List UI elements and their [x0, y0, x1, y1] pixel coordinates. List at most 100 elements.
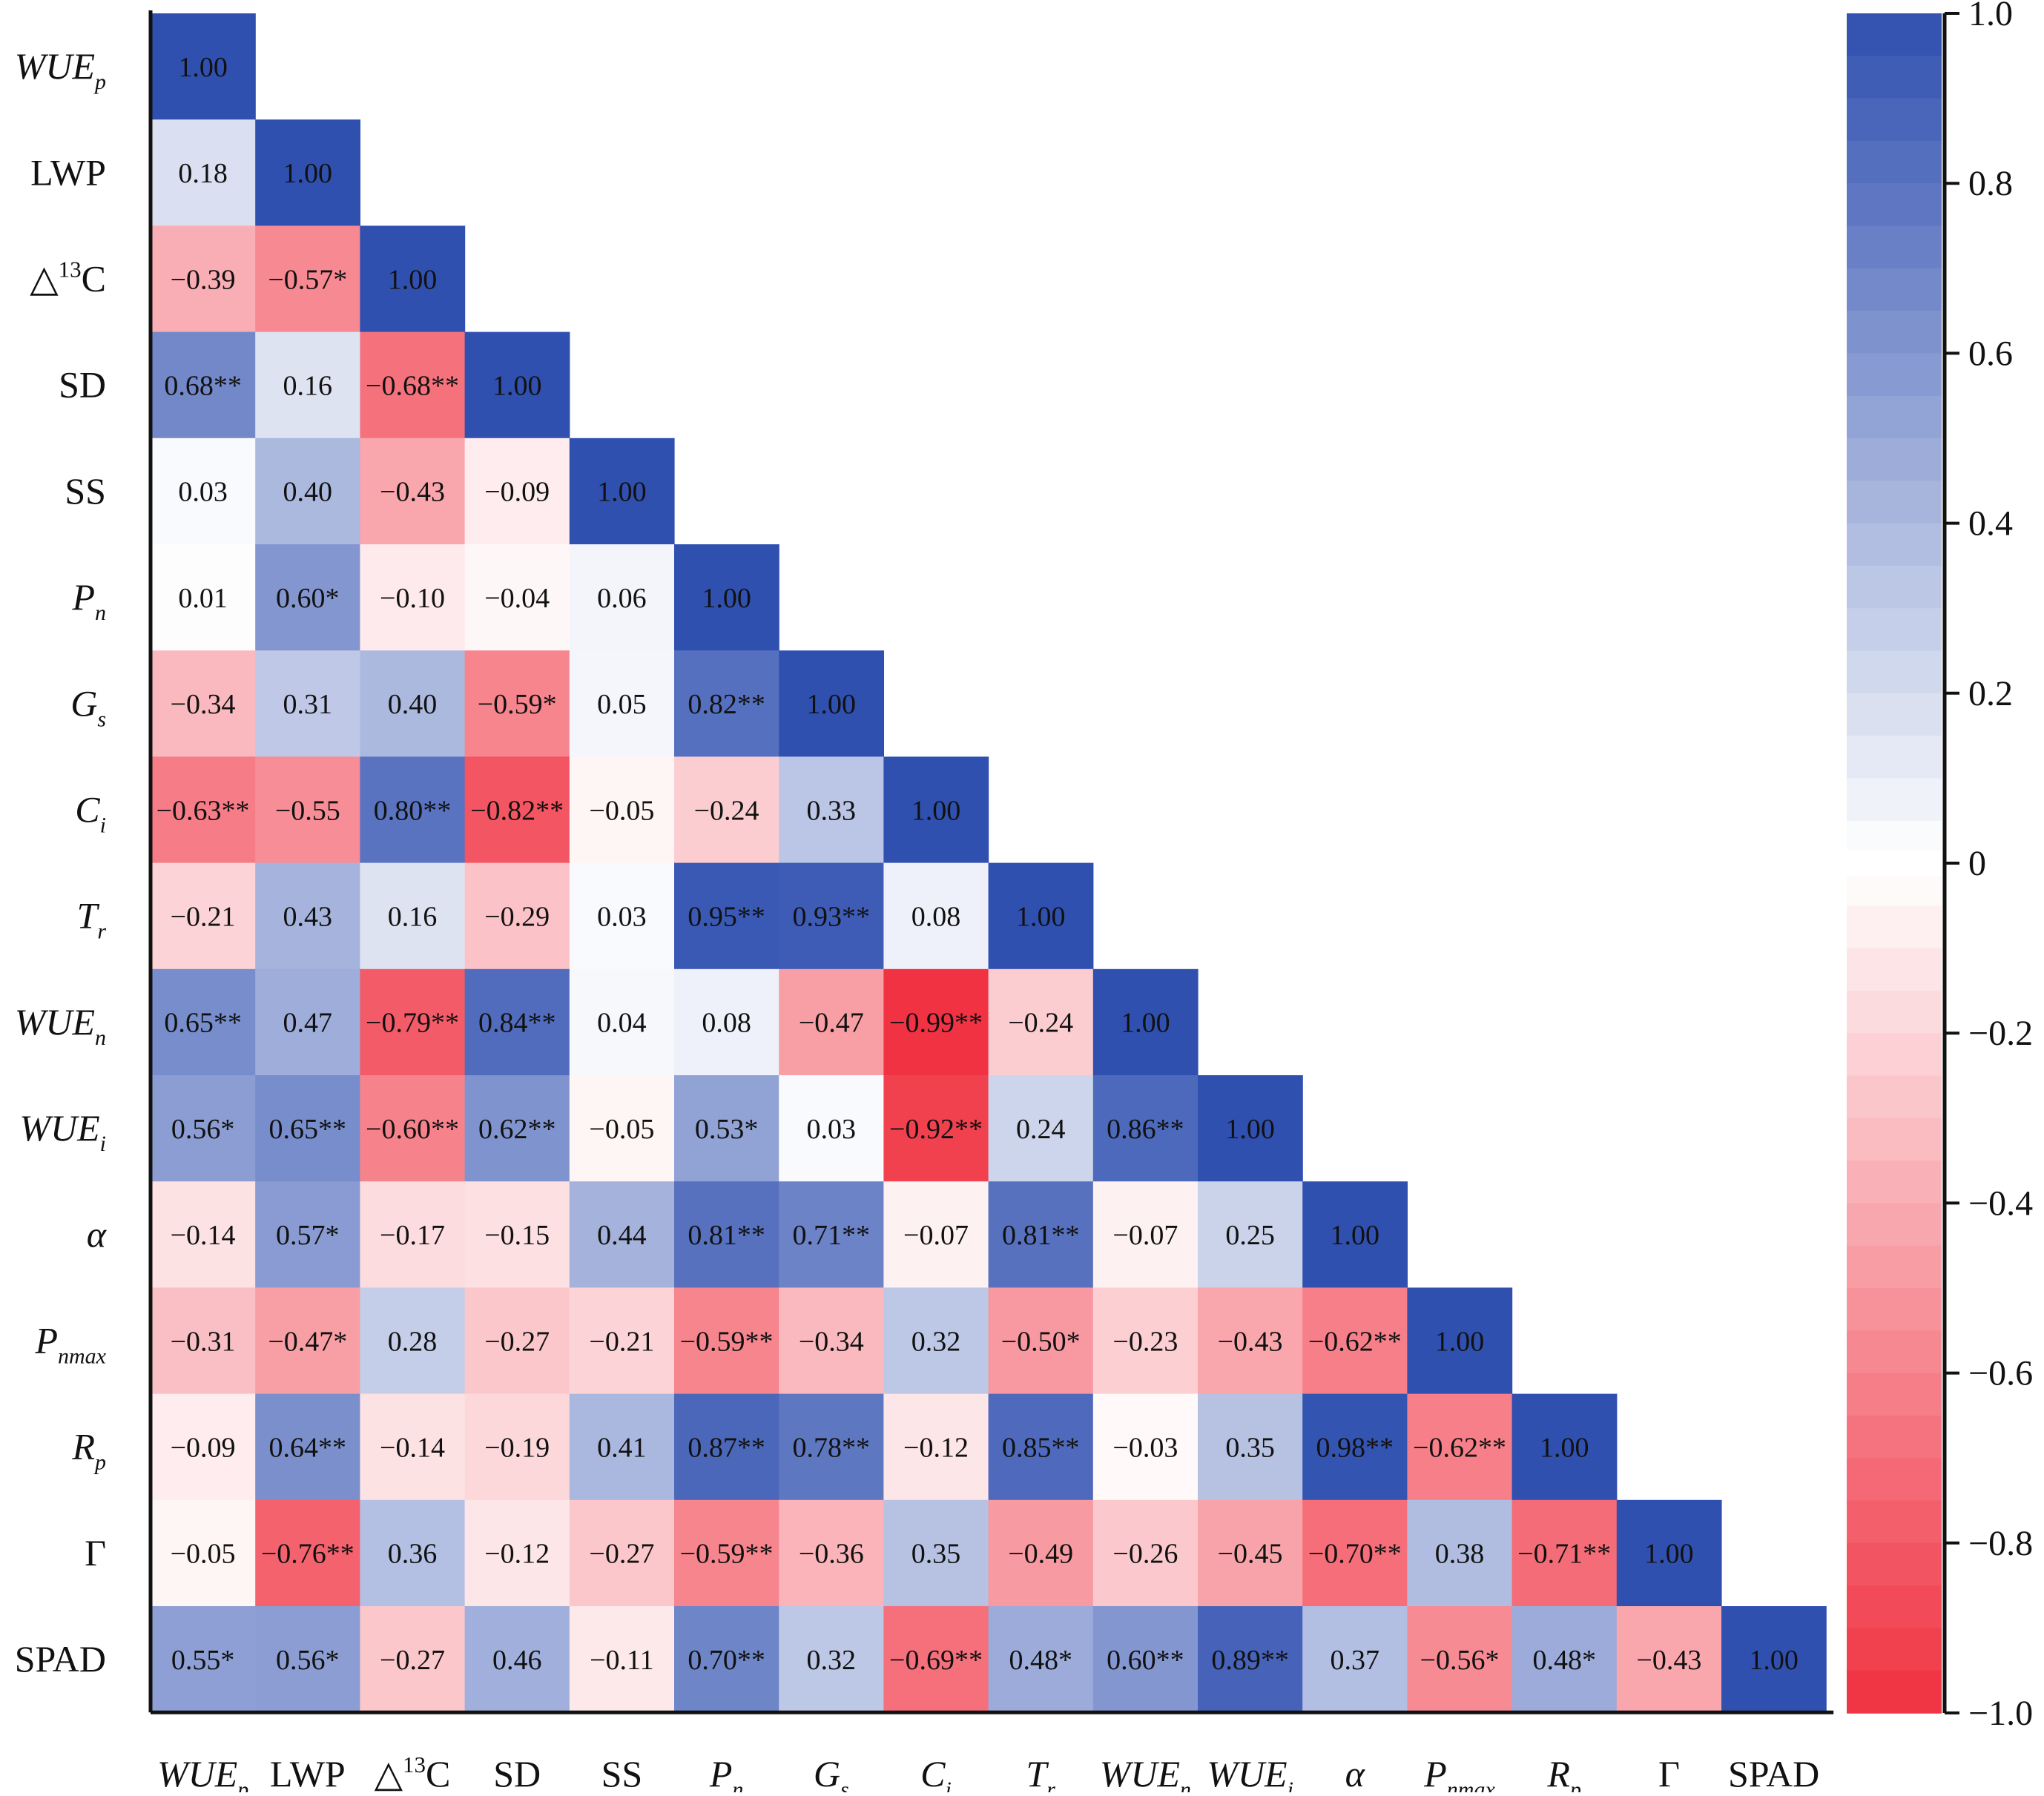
heatmap-cell — [1302, 1287, 1408, 1395]
heatmap-cell — [151, 1606, 256, 1713]
heatmap-cell — [360, 1499, 466, 1607]
cell-value-label: −0.24 — [1008, 1008, 1073, 1039]
colorbar-band — [1847, 1245, 1942, 1289]
cell-value-label: −0.15 — [484, 1220, 550, 1251]
colorbar-band — [1847, 268, 1942, 311]
colorbar-tick-label: −0.4 — [1968, 1183, 2033, 1223]
cell-value-label: 0.32 — [911, 1326, 961, 1357]
cell-value-label: −0.21 — [171, 902, 236, 933]
colorbar-band — [1847, 1330, 1942, 1374]
colorbar-band — [1847, 225, 1942, 269]
cell-value-label: −0.34 — [171, 689, 236, 720]
column-label-alpha: α — [1345, 1753, 1366, 1792]
cell-value-label: −0.56* — [1420, 1645, 1500, 1676]
cell-value-label: −0.59* — [478, 689, 557, 720]
heatmap-cell — [1092, 1393, 1199, 1501]
cell-value-label: −0.29 — [484, 902, 550, 933]
heatmap-cell — [569, 650, 675, 757]
cell-value-label: 0.81** — [1002, 1220, 1080, 1251]
column-label-pnmax: Pnmax — [1423, 1753, 1495, 1792]
heatmap-cell — [255, 1606, 360, 1713]
cell-value-label: 1.00 — [702, 583, 751, 614]
cell-value-label: −0.23 — [1112, 1326, 1178, 1357]
heatmap-cell — [464, 756, 570, 864]
cell-value-label: −0.26 — [1112, 1539, 1178, 1570]
cell-value-label: 0.68** — [164, 371, 242, 402]
colorbar-band — [1847, 1373, 1942, 1416]
colorbar-tick-label: 1.0 — [1968, 0, 2013, 33]
heatmap-cell — [569, 1181, 675, 1288]
cell-value-label: 0.24 — [1016, 1114, 1066, 1145]
cell-value-label: 0.44 — [597, 1220, 647, 1251]
row-label-ss: SS — [65, 470, 106, 512]
column-label-spad: SPAD — [1728, 1753, 1819, 1792]
heatmap-cell — [779, 1181, 884, 1288]
colorbar-band — [1847, 311, 1942, 354]
column-label-sd: SD — [493, 1753, 541, 1792]
cell-value-label: 0.60** — [1107, 1645, 1184, 1676]
heatmap-cell — [464, 1499, 570, 1607]
heatmap-cell — [674, 862, 779, 970]
heatmap-cell — [674, 650, 779, 757]
cell-value-label: −0.47* — [268, 1326, 347, 1357]
cell-value-label: 0.85** — [1002, 1433, 1080, 1464]
heatmap-cell — [569, 438, 675, 545]
cell-value-label: −0.39 — [171, 264, 236, 295]
colorbar-band — [1847, 990, 1942, 1034]
cell-value-label: 0.57* — [276, 1220, 340, 1251]
cell-value-label: 0.53* — [695, 1114, 759, 1145]
heatmap-cell — [1407, 1287, 1513, 1395]
cell-value-label: −0.03 — [1112, 1433, 1178, 1464]
heatmap-cell — [1302, 1499, 1408, 1607]
cell-value-label: 0.06 — [597, 583, 647, 614]
cell-value-label: 0.78** — [793, 1433, 871, 1464]
column-label-wuep: WUEp — [157, 1753, 248, 1792]
heatmap-cell — [1511, 1393, 1618, 1501]
cell-value-label: −0.59** — [680, 1539, 774, 1570]
cell-value-label: 1.00 — [1435, 1326, 1485, 1357]
column-label-wuen: WUEn — [1100, 1753, 1191, 1792]
heatmap-cell — [988, 968, 1094, 1076]
colorbar: 1.0 0.8 0.6 0.4 0.2 0 −0.2 −0.4 −0.6 −0.8 −1.0 — [1847, 0, 2033, 1733]
heatmap-cell — [1616, 1499, 1722, 1607]
cell-value-label: −0.62** — [1308, 1326, 1402, 1357]
heatmap-cell — [1198, 1181, 1303, 1288]
colorbar-band — [1847, 608, 1942, 652]
heatmap-cell — [883, 1499, 989, 1607]
cell-value-label: 0.35 — [1225, 1433, 1275, 1464]
cell-value-label: 1.00 — [1225, 1114, 1275, 1145]
heatmap-cell — [779, 1075, 884, 1182]
cell-value-label: 0.93** — [793, 902, 871, 933]
heatmap-cell — [151, 331, 256, 439]
heatmap-cell — [1198, 1287, 1303, 1395]
column-label-pn: Pn — [709, 1753, 744, 1792]
heatmap-cell — [569, 1499, 675, 1607]
cell-value-label: −0.14 — [380, 1433, 445, 1464]
cell-value-label: −0.05 — [589, 1114, 654, 1145]
colorbar-band — [1847, 13, 1942, 57]
heatmap-cell — [151, 1287, 256, 1395]
heatmap-cell — [674, 544, 779, 651]
heatmap-cell — [151, 756, 256, 864]
cell-value-label: 0.89** — [1211, 1645, 1289, 1676]
heatmap-cell — [779, 968, 884, 1076]
cell-value-label: −0.05 — [589, 795, 654, 826]
heatmap-cell — [464, 438, 570, 545]
cell-value-label: 0.08 — [911, 902, 961, 933]
row-label-wuen: WUEn — [15, 1001, 106, 1050]
cell-value-label: 0.60* — [276, 583, 340, 614]
heatmap-cell — [569, 756, 675, 864]
colorbar-tick-label: 0.8 — [1968, 164, 2013, 203]
column-label-wuei: WUEi — [1207, 1753, 1293, 1792]
heatmap-cell — [151, 1075, 256, 1182]
heatmap-cell — [1198, 1393, 1303, 1501]
heatmap-cell — [1302, 1393, 1408, 1501]
cell-value-label: 0.04 — [597, 1008, 647, 1039]
heatmap-cell — [360, 1393, 466, 1501]
cell-value-label: −0.07 — [903, 1220, 969, 1251]
cell-value-label: 0.47 — [283, 1008, 333, 1039]
heatmap-cell — [883, 1606, 989, 1713]
cell-value-label: −0.14 — [171, 1220, 236, 1251]
cell-value-label: −0.82** — [470, 795, 564, 826]
